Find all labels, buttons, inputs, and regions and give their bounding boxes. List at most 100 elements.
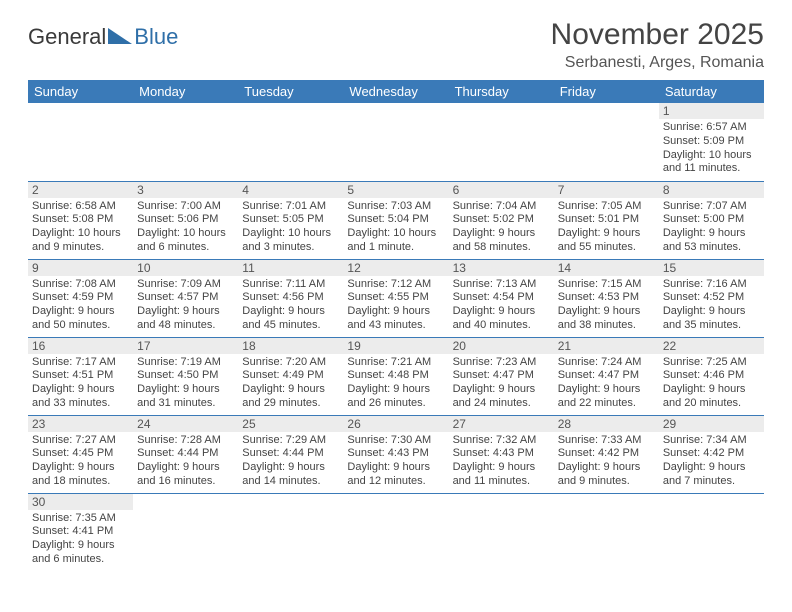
calendar-day-cell: 5Sunrise: 7:03 AMSunset: 5:04 PMDaylight… bbox=[343, 181, 448, 259]
day-details: Sunrise: 7:13 AMSunset: 4:54 PMDaylight:… bbox=[449, 276, 554, 336]
day-number: 15 bbox=[659, 260, 764, 276]
calendar-week-row: 2Sunrise: 6:58 AMSunset: 5:08 PMDaylight… bbox=[28, 181, 764, 259]
day-details: Sunrise: 7:32 AMSunset: 4:43 PMDaylight:… bbox=[449, 432, 554, 492]
calendar-empty-cell bbox=[238, 103, 343, 181]
day-of-week-header: Wednesday bbox=[343, 80, 448, 103]
day-number: 5 bbox=[343, 182, 448, 198]
calendar-day-cell: 16Sunrise: 7:17 AMSunset: 4:51 PMDayligh… bbox=[28, 337, 133, 415]
day-details: Sunrise: 7:07 AMSunset: 5:00 PMDaylight:… bbox=[659, 198, 764, 258]
calendar-day-cell: 15Sunrise: 7:16 AMSunset: 4:52 PMDayligh… bbox=[659, 259, 764, 337]
calendar-day-cell: 29Sunrise: 7:34 AMSunset: 4:42 PMDayligh… bbox=[659, 415, 764, 493]
calendar-empty-cell bbox=[449, 103, 554, 181]
calendar-day-cell: 22Sunrise: 7:25 AMSunset: 4:46 PMDayligh… bbox=[659, 337, 764, 415]
day-details: Sunrise: 7:35 AMSunset: 4:41 PMDaylight:… bbox=[28, 510, 133, 570]
calendar-week-row: 9Sunrise: 7:08 AMSunset: 4:59 PMDaylight… bbox=[28, 259, 764, 337]
day-details: Sunrise: 7:04 AMSunset: 5:02 PMDaylight:… bbox=[449, 198, 554, 258]
day-details: Sunrise: 6:57 AMSunset: 5:09 PMDaylight:… bbox=[659, 119, 764, 179]
day-number: 26 bbox=[343, 416, 448, 432]
calendar-week-row: 23Sunrise: 7:27 AMSunset: 4:45 PMDayligh… bbox=[28, 415, 764, 493]
day-details: Sunrise: 7:08 AMSunset: 4:59 PMDaylight:… bbox=[28, 276, 133, 336]
day-number: 14 bbox=[554, 260, 659, 276]
calendar-day-cell: 24Sunrise: 7:28 AMSunset: 4:44 PMDayligh… bbox=[133, 415, 238, 493]
calendar-day-cell: 14Sunrise: 7:15 AMSunset: 4:53 PMDayligh… bbox=[554, 259, 659, 337]
day-details: Sunrise: 7:15 AMSunset: 4:53 PMDaylight:… bbox=[554, 276, 659, 336]
day-number: 3 bbox=[133, 182, 238, 198]
day-number: 25 bbox=[238, 416, 343, 432]
day-number: 8 bbox=[659, 182, 764, 198]
calendar-day-cell: 6Sunrise: 7:04 AMSunset: 5:02 PMDaylight… bbox=[449, 181, 554, 259]
day-number: 13 bbox=[449, 260, 554, 276]
day-details: Sunrise: 6:58 AMSunset: 5:08 PMDaylight:… bbox=[28, 198, 133, 258]
day-number: 17 bbox=[133, 338, 238, 354]
day-details: Sunrise: 7:27 AMSunset: 4:45 PMDaylight:… bbox=[28, 432, 133, 492]
calendar-day-cell: 28Sunrise: 7:33 AMSunset: 4:42 PMDayligh… bbox=[554, 415, 659, 493]
day-number: 6 bbox=[449, 182, 554, 198]
day-number: 2 bbox=[28, 182, 133, 198]
day-details: Sunrise: 7:20 AMSunset: 4:49 PMDaylight:… bbox=[238, 354, 343, 414]
day-details: Sunrise: 7:17 AMSunset: 4:51 PMDaylight:… bbox=[28, 354, 133, 414]
day-details: Sunrise: 7:11 AMSunset: 4:56 PMDaylight:… bbox=[238, 276, 343, 336]
day-of-week-header: Monday bbox=[133, 80, 238, 103]
calendar-empty-cell bbox=[133, 103, 238, 181]
calendar-day-cell: 10Sunrise: 7:09 AMSunset: 4:57 PMDayligh… bbox=[133, 259, 238, 337]
calendar-empty-cell bbox=[659, 493, 764, 571]
calendar-day-cell: 9Sunrise: 7:08 AMSunset: 4:59 PMDaylight… bbox=[28, 259, 133, 337]
day-number: 18 bbox=[238, 338, 343, 354]
calendar-day-cell: 26Sunrise: 7:30 AMSunset: 4:43 PMDayligh… bbox=[343, 415, 448, 493]
day-details: Sunrise: 7:09 AMSunset: 4:57 PMDaylight:… bbox=[133, 276, 238, 336]
calendar-day-cell: 21Sunrise: 7:24 AMSunset: 4:47 PMDayligh… bbox=[554, 337, 659, 415]
calendar-empty-cell bbox=[554, 493, 659, 571]
day-of-week-header: Friday bbox=[554, 80, 659, 103]
calendar-day-cell: 20Sunrise: 7:23 AMSunset: 4:47 PMDayligh… bbox=[449, 337, 554, 415]
day-of-week-header: Thursday bbox=[449, 80, 554, 103]
calendar-day-cell: 25Sunrise: 7:29 AMSunset: 4:44 PMDayligh… bbox=[238, 415, 343, 493]
calendar-week-row: 30Sunrise: 7:35 AMSunset: 4:41 PMDayligh… bbox=[28, 493, 764, 571]
calendar-week-row: 16Sunrise: 7:17 AMSunset: 4:51 PMDayligh… bbox=[28, 337, 764, 415]
day-number: 28 bbox=[554, 416, 659, 432]
day-number: 30 bbox=[28, 494, 133, 510]
day-details: Sunrise: 7:30 AMSunset: 4:43 PMDaylight:… bbox=[343, 432, 448, 492]
day-details: Sunrise: 7:33 AMSunset: 4:42 PMDaylight:… bbox=[554, 432, 659, 492]
days-of-week-row: SundayMondayTuesdayWednesdayThursdayFrid… bbox=[28, 80, 764, 103]
day-number: 10 bbox=[133, 260, 238, 276]
day-number: 24 bbox=[133, 416, 238, 432]
day-details: Sunrise: 7:03 AMSunset: 5:04 PMDaylight:… bbox=[343, 198, 448, 258]
day-details: Sunrise: 7:24 AMSunset: 4:47 PMDaylight:… bbox=[554, 354, 659, 414]
day-details: Sunrise: 7:05 AMSunset: 5:01 PMDaylight:… bbox=[554, 198, 659, 258]
day-number: 11 bbox=[238, 260, 343, 276]
logo-text-blue: Blue bbox=[134, 24, 178, 50]
logo-triangle-icon bbox=[108, 24, 132, 50]
calendar-empty-cell bbox=[133, 493, 238, 571]
calendar-day-cell: 8Sunrise: 7:07 AMSunset: 5:00 PMDaylight… bbox=[659, 181, 764, 259]
calendar-day-cell: 11Sunrise: 7:11 AMSunset: 4:56 PMDayligh… bbox=[238, 259, 343, 337]
logo-text-general: General bbox=[28, 24, 106, 50]
calendar-day-cell: 12Sunrise: 7:12 AMSunset: 4:55 PMDayligh… bbox=[343, 259, 448, 337]
day-number: 23 bbox=[28, 416, 133, 432]
day-number: 20 bbox=[449, 338, 554, 354]
day-number: 19 bbox=[343, 338, 448, 354]
day-details: Sunrise: 7:23 AMSunset: 4:47 PMDaylight:… bbox=[449, 354, 554, 414]
calendar-day-cell: 1Sunrise: 6:57 AMSunset: 5:09 PMDaylight… bbox=[659, 103, 764, 181]
day-details: Sunrise: 7:01 AMSunset: 5:05 PMDaylight:… bbox=[238, 198, 343, 258]
location-text: Serbanesti, Arges, Romania bbox=[551, 54, 764, 72]
day-details: Sunrise: 7:29 AMSunset: 4:44 PMDaylight:… bbox=[238, 432, 343, 492]
calendar-empty-cell bbox=[449, 493, 554, 571]
day-of-week-header: Tuesday bbox=[238, 80, 343, 103]
day-details: Sunrise: 7:12 AMSunset: 4:55 PMDaylight:… bbox=[343, 276, 448, 336]
calendar-day-cell: 13Sunrise: 7:13 AMSunset: 4:54 PMDayligh… bbox=[449, 259, 554, 337]
calendar-day-cell: 4Sunrise: 7:01 AMSunset: 5:05 PMDaylight… bbox=[238, 181, 343, 259]
day-of-week-header: Saturday bbox=[659, 80, 764, 103]
day-number: 7 bbox=[554, 182, 659, 198]
calendar-day-cell: 7Sunrise: 7:05 AMSunset: 5:01 PMDaylight… bbox=[554, 181, 659, 259]
calendar-empty-cell bbox=[238, 493, 343, 571]
header: General Blue November 2025 Serbanesti, A… bbox=[28, 18, 764, 72]
day-details: Sunrise: 7:28 AMSunset: 4:44 PMDaylight:… bbox=[133, 432, 238, 492]
calendar-day-cell: 18Sunrise: 7:20 AMSunset: 4:49 PMDayligh… bbox=[238, 337, 343, 415]
day-details: Sunrise: 7:19 AMSunset: 4:50 PMDaylight:… bbox=[133, 354, 238, 414]
calendar-day-cell: 23Sunrise: 7:27 AMSunset: 4:45 PMDayligh… bbox=[28, 415, 133, 493]
day-number: 29 bbox=[659, 416, 764, 432]
calendar-day-cell: 19Sunrise: 7:21 AMSunset: 4:48 PMDayligh… bbox=[343, 337, 448, 415]
day-number: 16 bbox=[28, 338, 133, 354]
calendar-empty-cell bbox=[554, 103, 659, 181]
day-number: 4 bbox=[238, 182, 343, 198]
